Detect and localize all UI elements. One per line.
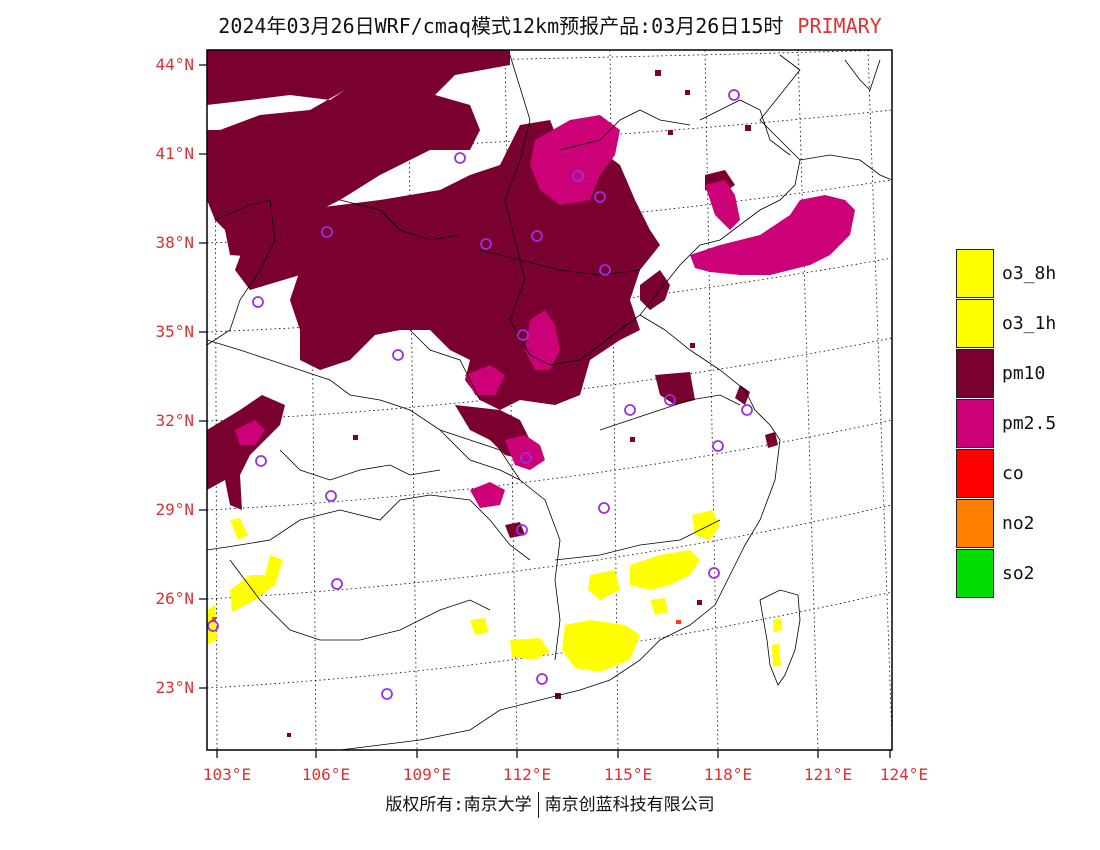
station-marker <box>381 688 393 700</box>
lon-label: 103°E <box>202 765 252 784</box>
tick-marks <box>199 64 891 758</box>
legend-swatch <box>956 449 994 498</box>
legend-swatch <box>956 549 994 598</box>
footer-right: 南京创蓝科技有限公司 <box>544 795 715 815</box>
station-marker <box>392 349 404 361</box>
station-marker <box>572 170 584 182</box>
lon-label: 121°E <box>803 765 853 784</box>
station-markers <box>207 89 753 700</box>
lon-label: 106°E <box>301 765 351 784</box>
legend-swatch <box>956 349 994 398</box>
station-marker <box>520 452 532 464</box>
footer-divider <box>537 792 539 818</box>
legend-swatch <box>956 299 994 348</box>
small-specks <box>287 70 751 737</box>
lat-label: 29°N <box>155 500 194 519</box>
station-marker <box>454 152 466 164</box>
legend-label: pm10 <box>1002 363 1046 384</box>
legend-label: pm2.5 <box>1002 413 1057 434</box>
pm25-area <box>235 115 855 508</box>
lon-label: 109°E <box>402 765 452 784</box>
lat-label: 38°N <box>155 233 194 252</box>
map-title: 2024年03月26日WRF/cmaq模式12km预报产品:03月26日15时 P… <box>0 10 1100 39</box>
legend-label: o3_1h <box>1002 313 1057 334</box>
station-marker <box>331 578 343 590</box>
station-marker <box>712 440 724 452</box>
station-marker <box>321 226 333 238</box>
lat-label: 26°N <box>155 589 194 608</box>
legend-label: no2 <box>1002 513 1035 534</box>
station-marker <box>480 238 492 250</box>
station-marker <box>708 567 720 579</box>
legend-swatch <box>956 499 994 548</box>
station-marker <box>594 191 606 203</box>
lon-label: 112°E <box>502 765 552 784</box>
boundary-lines <box>207 54 892 750</box>
lat-label: 35°N <box>155 322 194 341</box>
footer-left: 版权所有:南京大学 <box>385 795 532 815</box>
station-marker <box>255 455 267 467</box>
station-marker <box>516 524 528 536</box>
station-marker <box>741 404 753 416</box>
station-marker <box>599 264 611 276</box>
pm10-area <box>207 50 778 538</box>
lat-label: 23°N <box>155 678 194 697</box>
copyright-footer: 版权所有:南京大学 南京创蓝科技有限公司 <box>0 790 1100 818</box>
lat-label: 32°N <box>155 411 194 430</box>
station-marker <box>598 502 610 514</box>
primary-tag: PRIMARY <box>797 14 882 38</box>
station-marker <box>536 673 548 685</box>
lat-label: 41°N <box>155 144 194 163</box>
legend-swatch <box>956 399 994 448</box>
legend-label: co <box>1002 463 1024 484</box>
lon-label: 118°E <box>703 765 753 784</box>
station-marker <box>207 620 219 632</box>
lat-label: 44°N <box>155 55 194 74</box>
station-marker <box>325 490 337 502</box>
station-marker <box>728 89 740 101</box>
legend-label: so2 <box>1002 563 1035 584</box>
station-marker <box>517 329 529 341</box>
co-specks <box>212 617 681 624</box>
title-text: 2024年03月26日WRF/cmaq模式12km预报产品:03月26日15时 <box>218 14 784 38</box>
legend-label: o3_8h <box>1002 263 1057 284</box>
station-marker <box>531 230 543 242</box>
station-marker <box>664 394 676 406</box>
lon-label: 115°E <box>603 765 653 784</box>
station-marker <box>624 404 636 416</box>
o3-area <box>207 510 782 672</box>
lon-label: 124°E <box>879 765 929 784</box>
legend-swatch <box>956 249 994 298</box>
station-marker <box>252 296 264 308</box>
map-frame <box>206 49 893 751</box>
